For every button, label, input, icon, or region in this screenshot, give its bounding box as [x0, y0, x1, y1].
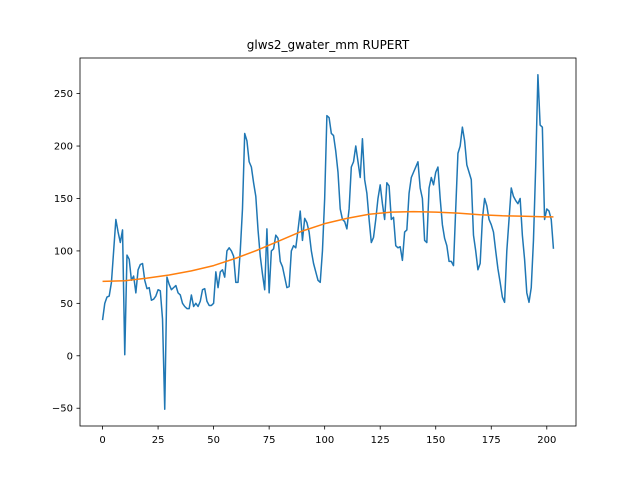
x-tick-label: 150 — [426, 435, 445, 446]
x-tick-label: 200 — [537, 435, 556, 446]
x-tick-label: 100 — [315, 435, 334, 446]
data-line — [101, 73, 555, 411]
axes-frame — [79, 57, 577, 427]
x-tick-label: 0 — [99, 435, 105, 446]
data-line — [102, 210, 554, 283]
x-tick-label: 175 — [482, 435, 501, 446]
y-tick-label: 100 — [54, 246, 73, 257]
y-tick-label: 150 — [54, 194, 73, 205]
y-tick-label: 200 — [54, 142, 73, 153]
y-tick-label: 0 — [67, 351, 73, 362]
plot-area — [101, 73, 555, 411]
y-tick-label: −50 — [52, 404, 73, 415]
y-tick-label: 50 — [60, 299, 73, 310]
x-tick-label: 25 — [152, 435, 165, 446]
y-tick-label: 250 — [54, 89, 73, 100]
x-tick-label: 50 — [207, 435, 220, 446]
chart-title: glws2_gwater_mm RUPERT — [247, 38, 410, 52]
x-tick-label: 75 — [263, 435, 276, 446]
x-tick-label: 125 — [371, 435, 390, 446]
